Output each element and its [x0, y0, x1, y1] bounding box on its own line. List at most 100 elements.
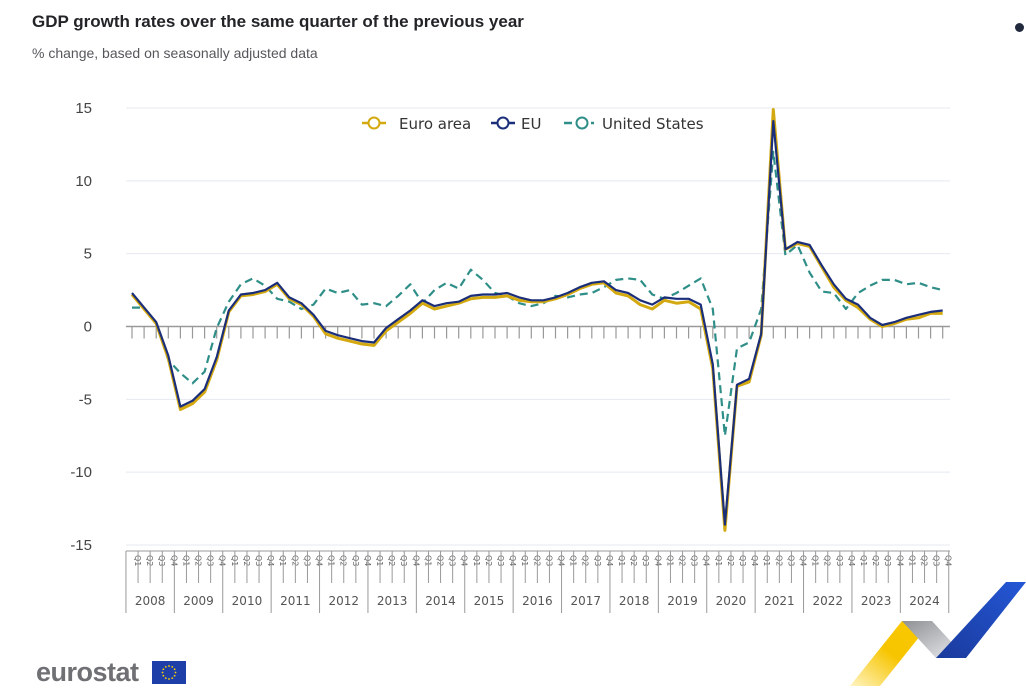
quarter-label: Q1: [762, 555, 771, 566]
quarter-label: Q1: [665, 555, 674, 566]
year-label: 2024: [909, 594, 940, 608]
flag-star: [168, 665, 170, 667]
flag-star: [168, 678, 170, 680]
year-label: 2012: [328, 594, 359, 608]
quarter-label: Q1: [617, 555, 626, 566]
quarter-label: Q3: [254, 555, 263, 566]
year-label: 2008: [135, 594, 166, 608]
flag-star: [162, 672, 164, 674]
series-line-euro-area: [132, 110, 943, 531]
quarter-label: Q1: [327, 555, 336, 566]
year-label: 2018: [619, 594, 650, 608]
year-label: 2017: [570, 594, 601, 608]
quarter-label: Q2: [774, 555, 783, 566]
quarter-label: Q4: [847, 555, 856, 566]
year-label: 2022: [812, 594, 843, 608]
flag-star: [171, 666, 173, 668]
quarter-label: Q2: [920, 555, 929, 566]
year-label: 2016: [522, 594, 553, 608]
quarter-label: Q3: [738, 555, 747, 566]
quarter-label: Q2: [484, 555, 493, 566]
quarter-label: Q3: [157, 555, 166, 566]
series-line-eu: [132, 121, 943, 524]
y-tick-label: 10: [75, 173, 92, 190]
quarter-label: Q2: [823, 555, 832, 566]
flag-star: [171, 677, 173, 679]
legend-label: EU: [521, 115, 541, 133]
quarter-label: Q4: [799, 555, 808, 566]
eurostat-logo: eurostat: [36, 657, 139, 688]
quarter-label: Q2: [290, 555, 299, 566]
quarter-label: Q1: [472, 555, 481, 566]
quarter-label: Q3: [690, 555, 699, 566]
legend-marker-icon: [369, 118, 380, 129]
quarter-label: Q3: [883, 555, 892, 566]
quarter-label: Q3: [835, 555, 844, 566]
quarter-label: Q3: [641, 555, 650, 566]
quarter-label: Q4: [411, 555, 420, 566]
quarter-label: Q4: [315, 555, 324, 566]
y-tick-label: -15: [70, 537, 92, 554]
series-lines: [132, 109, 943, 530]
year-label: 2011: [280, 594, 311, 608]
quarter-label: Q3: [544, 555, 553, 566]
quarter-label: Q3: [351, 555, 360, 566]
quarter-label: Q4: [460, 555, 469, 566]
quarter-label: Q2: [726, 555, 735, 566]
y-tick-label: -10: [70, 464, 92, 481]
quarter-label: Q1: [230, 555, 239, 566]
legend[interactable]: Euro area EU United States: [362, 115, 704, 133]
quarter-label: Q4: [944, 555, 953, 566]
legend-label: Euro area: [399, 115, 471, 133]
quarter-label: Q2: [532, 555, 541, 566]
legend-item-euro-area[interactable]: Euro area: [362, 115, 471, 133]
year-label: 2013: [377, 594, 408, 608]
quarter-label: Q4: [653, 555, 662, 566]
flag-star: [175, 672, 177, 674]
quarter-label: Q4: [508, 555, 517, 566]
quarter-label: Q3: [593, 555, 602, 566]
eu-flag-icon: [152, 661, 186, 684]
quarter-label: Q1: [811, 555, 820, 566]
quarter-label: Q3: [302, 555, 311, 566]
year-label: 2014: [425, 594, 456, 608]
year-label: 2021: [764, 594, 795, 608]
quarter-label: Q1: [907, 555, 916, 566]
quarter-label: Q1: [714, 555, 723, 566]
quarter-label: Q4: [169, 555, 178, 566]
quarter-label: Q4: [702, 555, 711, 566]
quarter-label: Q3: [399, 555, 408, 566]
flag-star: [165, 666, 167, 668]
flag-star: [162, 675, 164, 677]
legend-item-united-states[interactable]: United States: [564, 115, 704, 133]
quarter-label: Q4: [895, 555, 904, 566]
quarter-label: Q2: [145, 555, 154, 566]
flag-star: [174, 675, 176, 677]
flag-star: [165, 677, 167, 679]
quarter-label: Q4: [266, 555, 275, 566]
quarter-label: Q4: [605, 555, 614, 566]
quarter-label: Q1: [569, 555, 578, 566]
quarter-label: Q3: [786, 555, 795, 566]
year-label: 2010: [232, 594, 263, 608]
quarter-label: Q2: [629, 555, 638, 566]
quarter-label: Q1: [181, 555, 190, 566]
flag-star: [174, 668, 176, 670]
quarter-label: Q3: [448, 555, 457, 566]
year-label: 2015: [474, 594, 505, 608]
quarter-label: Q2: [387, 555, 396, 566]
quarter-label: Q2: [339, 555, 348, 566]
legend-item-eu[interactable]: EU: [491, 115, 541, 133]
quarter-label: Q2: [581, 555, 590, 566]
quarter-label: Q4: [218, 555, 227, 566]
quarter-label: Q3: [932, 555, 941, 566]
quarter-label: Q1: [859, 555, 868, 566]
quarter-label: Q2: [436, 555, 445, 566]
y-tick-label: -5: [79, 391, 92, 408]
quarter-label: Q4: [363, 555, 372, 566]
quarter-label: Q2: [678, 555, 687, 566]
quarter-label: Q1: [423, 555, 432, 566]
